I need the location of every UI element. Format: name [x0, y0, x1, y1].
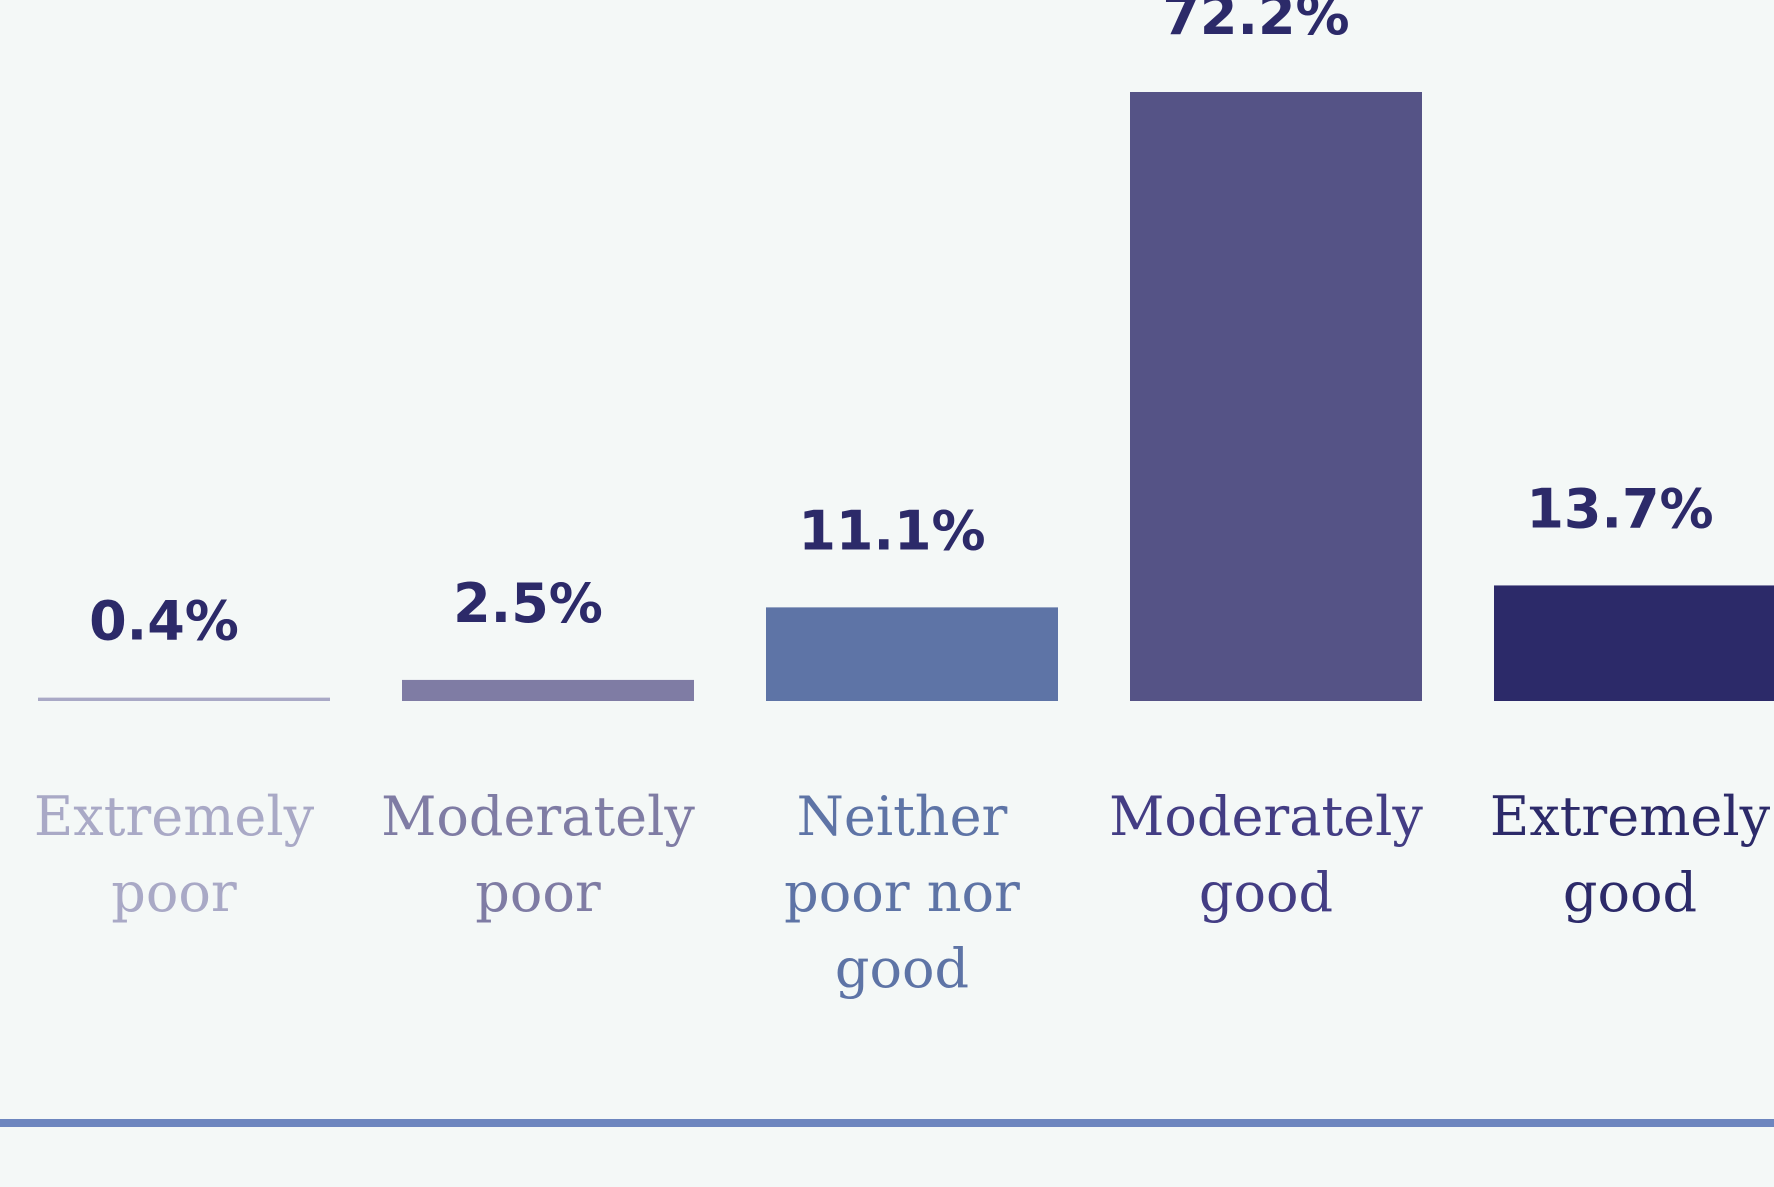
category-label-4: Extremely good — [1490, 785, 1771, 924]
category-label-4-line-0: Extremely — [1490, 785, 1771, 848]
category-label-0: Extremely poor — [34, 785, 315, 924]
category-label-2-line-2: good — [835, 937, 969, 1000]
category-label-2-line-0: Neither — [797, 785, 1008, 848]
category-label-0-line-1: poor — [111, 861, 237, 924]
value-label-1: 2.5% — [453, 572, 603, 635]
value-label-2: 11.1% — [798, 499, 985, 562]
bar-2 — [766, 607, 1058, 701]
value-labels: 0.4% 2.5% 11.1% 72.2% 13.7% — [89, 0, 1714, 653]
bar-1 — [402, 679, 694, 701]
category-label-4-line-1: good — [1563, 861, 1697, 924]
bar-0 — [38, 697, 330, 701]
category-label-3: Moderately good — [1109, 785, 1423, 924]
category-label-1-line-0: Moderately — [381, 785, 695, 848]
category-label-1-line-1: poor — [475, 861, 601, 924]
value-label-3: 72.2% — [1162, 0, 1349, 47]
bars — [38, 92, 1774, 701]
category-label-3-line-0: Moderately — [1109, 785, 1423, 848]
value-label-0: 0.4% — [89, 590, 239, 653]
category-label-0-line-0: Extremely — [34, 785, 315, 848]
category-label-3-line-1: good — [1199, 861, 1333, 924]
value-label-4: 13.7% — [1526, 477, 1713, 540]
category-labels: Extremely poor Moderately poor Neither poor n… — [34, 785, 1771, 1000]
category-label-2-line-1: poor nor — [784, 861, 1020, 924]
category-label-1: Moderately poor — [381, 785, 695, 924]
category-label-2: Neither poor nor good — [784, 785, 1020, 1000]
bar-3 — [1130, 92, 1422, 701]
bar-4 — [1494, 585, 1774, 701]
